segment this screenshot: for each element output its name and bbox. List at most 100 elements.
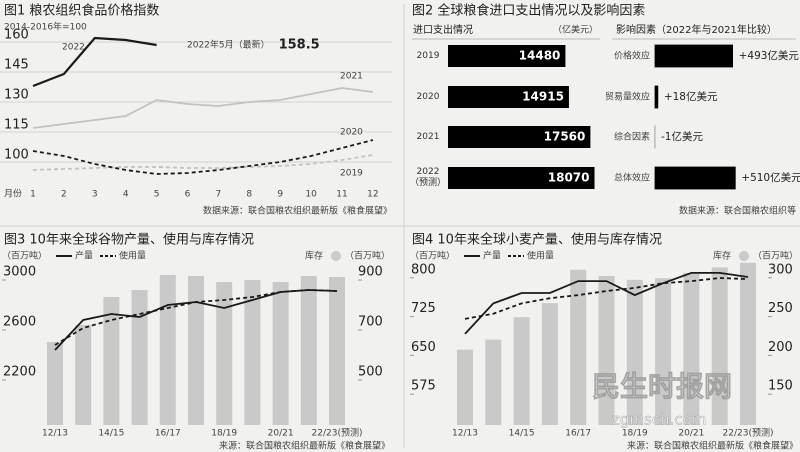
line — [54, 289, 338, 346]
bar — [448, 86, 569, 108]
x-tick-label: 22/23(预测) — [312, 428, 363, 439]
legend-swatch — [739, 251, 749, 261]
bar — [103, 297, 120, 425]
bar — [188, 276, 204, 425]
value-label: 14915 — [522, 90, 564, 104]
value-label: 14480 — [519, 49, 561, 63]
bar — [457, 349, 473, 425]
x-tick-label: 10 — [305, 190, 317, 200]
x-tick-label: 12/13 — [42, 429, 68, 439]
annotation: 2022年5月（最新） — [187, 39, 270, 51]
bar — [570, 269, 587, 425]
value-label: +18亿美元 — [664, 90, 718, 103]
line — [32, 36, 157, 88]
x-tick-label: 16/17 — [565, 429, 591, 439]
source: 数据来源：联合国粮农组织最新版《粮食展望》 — [203, 205, 392, 217]
bar — [75, 325, 92, 425]
y-axis-label: （百万吨） — [2, 250, 47, 262]
y-tick-label: 650 — [411, 340, 436, 355]
bar — [300, 276, 317, 425]
bar — [448, 45, 566, 67]
x-tick-label: 9 — [277, 190, 283, 200]
category-label: 贸易量效应 — [605, 91, 650, 103]
category-text: 2020 — [416, 91, 440, 102]
bar — [47, 342, 63, 425]
x-tick-label: 18/19 — [622, 429, 648, 439]
x-tick-label: 16/17 — [155, 429, 181, 439]
x-tick-label: 12/13 — [452, 429, 478, 439]
line — [464, 272, 749, 335]
line — [32, 154, 374, 171]
bar — [626, 279, 643, 425]
series-label: 2019 — [340, 169, 363, 179]
bar — [740, 262, 756, 425]
y-tick-label: 800 — [411, 262, 436, 277]
category-label: 总体效应 — [614, 172, 650, 184]
y-tick-label: 160 — [4, 28, 29, 43]
y2-tick-label: 500 — [358, 365, 383, 380]
y2-axis-label: （百万吨） — [345, 250, 390, 262]
category-text: 2019 — [416, 50, 440, 61]
line — [32, 139, 374, 175]
line — [464, 277, 749, 320]
x-tick-label: 11 — [336, 190, 347, 200]
legend-label: 使用量 — [527, 250, 554, 262]
category-label: 2021 — [417, 132, 440, 142]
value-label: +493亿美元 — [739, 49, 800, 62]
bar — [272, 282, 289, 425]
x-tick-label: 5 — [154, 190, 160, 200]
category-label: 2020 — [416, 91, 440, 102]
bar — [654, 85, 659, 109]
legend-label: 库存 — [713, 250, 731, 262]
y2-tick-label: 200 — [768, 340, 793, 355]
panel-header: 进口支出情况 — [413, 23, 473, 36]
legend-label: 使用量 — [119, 250, 146, 262]
y-tick-label: 100 — [4, 148, 29, 163]
value-label: 17560 — [544, 130, 586, 144]
bar — [131, 290, 148, 425]
y2-tick-label: 900 — [358, 265, 383, 280]
y2-tick-label: 250 — [768, 301, 793, 316]
y-axis-label: （百万吨） — [410, 250, 455, 262]
category-label: 综合因素 — [614, 131, 650, 143]
category-label: 价格效应 — [614, 50, 650, 62]
x-tick-label: 20/21 — [678, 429, 704, 439]
value-label: 18070 — [548, 171, 590, 185]
x-tick-label: 8 — [246, 190, 252, 200]
value-label: -1亿美元 — [661, 130, 703, 143]
y2-tick-label: 300 — [768, 262, 793, 277]
legend-swatch — [331, 251, 341, 261]
x-tick-label: 12 — [367, 190, 378, 200]
bar — [655, 278, 672, 425]
source: 来源：联合国粮农组织最新版《粮食展望》 — [219, 440, 390, 452]
bar — [485, 339, 502, 425]
x-tick-label: 2 — [61, 190, 67, 200]
bar — [598, 275, 615, 425]
bar — [244, 280, 261, 425]
category-label: 2019 — [416, 50, 440, 61]
category-label: 2022（预测） — [410, 167, 446, 188]
source: 来源：联合国粮农组织最新版《粮食展望》 — [627, 440, 798, 452]
y-tick-label: 575 — [411, 379, 436, 394]
bar — [448, 167, 595, 189]
x-tick-label: 22/23(预测) — [723, 428, 774, 439]
y2-tick-label: 700 — [358, 315, 383, 330]
bar — [654, 166, 736, 190]
y-tick-label: 2600 — [3, 315, 36, 330]
legend-label: 产量 — [75, 250, 93, 262]
bar — [711, 267, 728, 425]
bar — [448, 126, 591, 148]
x-tick-label: 7 — [216, 190, 222, 200]
bar — [216, 282, 233, 425]
chart-title: 图2 全球粮食进口支出情况以及影响因素 — [412, 3, 645, 19]
value-label: +510亿美元 — [741, 171, 800, 184]
line — [32, 87, 374, 129]
y-tick-label: 725 — [411, 301, 436, 316]
x-tick-label: 14/15 — [509, 429, 535, 439]
y-tick-label: 145 — [4, 58, 29, 73]
source: 数据来源：联合国粮农组织等 — [679, 205, 796, 217]
subtitle: 2014-2016年=100 — [4, 21, 87, 33]
bar — [329, 277, 345, 425]
bar — [683, 272, 700, 425]
